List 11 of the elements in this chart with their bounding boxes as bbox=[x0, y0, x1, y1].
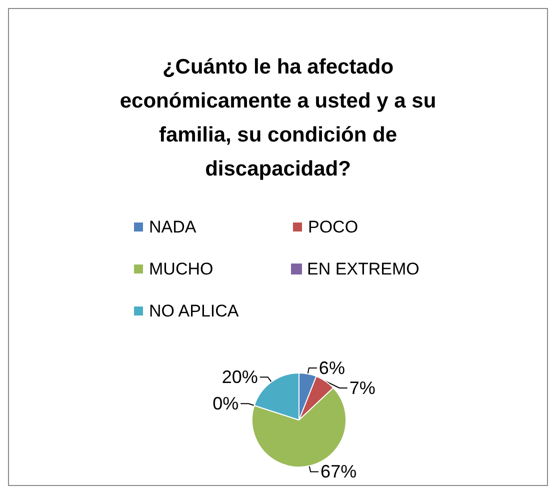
legend-label: NO APLICA bbox=[149, 302, 240, 320]
data-label: 20% bbox=[222, 367, 258, 388]
data-label: 6% bbox=[318, 358, 345, 378]
data-label: 67% bbox=[320, 462, 357, 482]
text: 0% bbox=[212, 394, 239, 414]
legend-label: EN EXTREMO bbox=[307, 260, 420, 278]
legend-label: NADA bbox=[149, 218, 197, 236]
legend-label: MUCHO bbox=[149, 260, 214, 278]
data-label: 7% bbox=[349, 378, 376, 398]
legend-label: POCO bbox=[308, 218, 358, 236]
chart-title: ¿Cuánto le ha afectado económicamente a usted y a su familia, su condición de discapacidad? bbox=[120, 56, 436, 180]
